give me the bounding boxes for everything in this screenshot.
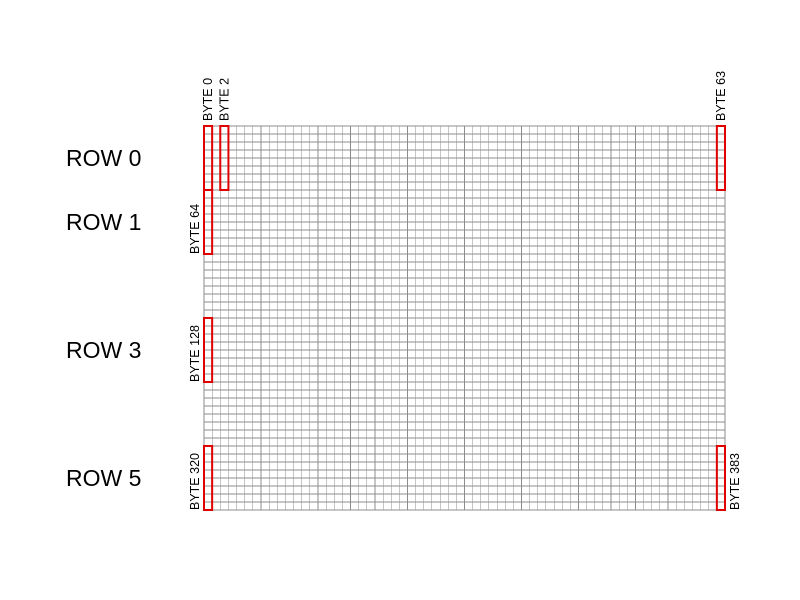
- byte-labels: BYTE 0 BYTE 2 BYTE 63 BYTE 64 BYTE 128 BYTE 3…: [188, 71, 742, 510]
- row-label: ROW 0: [66, 145, 141, 171]
- byte-label: BYTE 128: [188, 325, 202, 382]
- byte-highlight: [203, 317, 214, 383]
- row-label: ROW 1: [66, 209, 141, 235]
- row-label: ROW 5: [66, 465, 141, 491]
- grid: [203, 125, 726, 511]
- byte-label: BYTE 320: [188, 453, 202, 510]
- byte-label: BYTE 63: [714, 71, 728, 121]
- byte-highlight: [203, 445, 214, 511]
- byte-highlight: [715, 445, 726, 511]
- byte-label: BYTE 383: [728, 453, 742, 510]
- byte-label: BYTE 2: [217, 78, 231, 121]
- byte-label: BYTE 64: [188, 204, 202, 254]
- grid-lines: [203, 125, 726, 511]
- byte-highlight: [203, 189, 214, 255]
- byte-label: BYTE 0: [201, 78, 215, 121]
- row-labels: ROW 0 ROW 1 ROW 3 ROW 5: [66, 145, 141, 491]
- byte-highlight: [219, 125, 230, 191]
- row-label: ROW 3: [66, 337, 141, 363]
- byte-highlight: [715, 125, 726, 191]
- byte-highlights: [203, 125, 726, 511]
